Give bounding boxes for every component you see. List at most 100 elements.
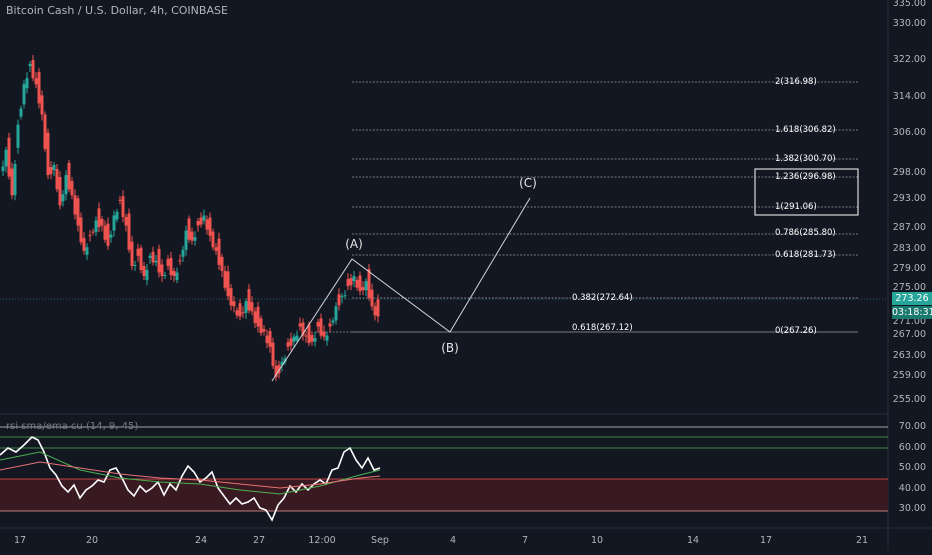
- candle-body: [256, 306, 260, 327]
- time-axis-label: Sep: [371, 535, 389, 546]
- candle-body: [124, 216, 128, 226]
- time-axis-label: 10: [590, 535, 604, 546]
- price-axis-label: 287.00: [892, 222, 926, 233]
- candle-body: [193, 237, 197, 241]
- candle-body: [187, 218, 191, 240]
- candle-body: [16, 124, 20, 148]
- candle-body: [34, 78, 38, 85]
- candle-body: [19, 108, 23, 117]
- candle-body: [70, 181, 74, 196]
- candle-body: [268, 331, 272, 347]
- candle-body: [166, 258, 170, 266]
- wave-c-label[interactable]: (C): [519, 176, 537, 190]
- price-axis-label: 255.00: [892, 394, 926, 405]
- fib-extension-label[interactable]: 1.618(306.82): [775, 125, 836, 135]
- candle-body: [85, 247, 89, 255]
- last-price-tag[interactable]: 273.26: [892, 292, 932, 305]
- candle-body: [139, 247, 143, 270]
- time-axis-label: 20: [85, 535, 99, 546]
- candle-body: [301, 322, 305, 336]
- time-axis-label: 17: [759, 535, 773, 546]
- price-axis-label: 293.00: [892, 193, 926, 204]
- wave-a-label[interactable]: (A): [345, 237, 363, 251]
- candle-body: [232, 301, 236, 307]
- candle-body: [361, 287, 365, 291]
- time-axis-label: 14: [686, 535, 700, 546]
- candle-body: [181, 249, 185, 257]
- candle-body: [313, 338, 317, 342]
- candle-body: [307, 324, 311, 344]
- candle-body: [289, 338, 293, 346]
- price-axis-label: 259.00: [892, 370, 926, 381]
- candle-body: [64, 175, 68, 195]
- fib-extension-label[interactable]: 2(316.98): [775, 77, 817, 87]
- candle-body: [97, 208, 101, 228]
- candle-body: [61, 194, 65, 202]
- candle-body: [13, 163, 17, 196]
- candle-body: [205, 219, 209, 230]
- candle-body: [247, 289, 251, 311]
- candle-body: [22, 84, 26, 105]
- candle-body: [160, 264, 164, 277]
- candle-body: [55, 169, 59, 190]
- wave-projection-line: [271, 197, 531, 382]
- candle-body: [295, 335, 299, 341]
- price-axis-label: 275.00: [892, 282, 926, 293]
- fib-extension-label[interactable]: 1.236(296.98): [775, 172, 836, 182]
- candle-body: [229, 288, 233, 306]
- candle-body: [52, 164, 56, 171]
- candle-body: [172, 270, 176, 277]
- candle-body: [316, 321, 320, 327]
- candle-body: [235, 310, 239, 316]
- candle-body: [49, 167, 53, 175]
- candle-body: [109, 234, 113, 238]
- candle-body: [196, 221, 200, 226]
- candle-body: [25, 78, 29, 89]
- candle-body: [367, 268, 371, 298]
- price-axis-label: 263.00: [892, 350, 926, 361]
- candle-body: [136, 248, 140, 256]
- fib-retracement-label[interactable]: 0.382(272.64): [572, 293, 633, 303]
- candle-body: [91, 231, 95, 233]
- candle-body: [262, 329, 266, 332]
- wave-b-label[interactable]: (B): [441, 341, 459, 355]
- candle-body: [274, 365, 278, 377]
- rsi-indicator-title[interactable]: rsi sma/ema cu (14, 9, 45): [6, 421, 139, 432]
- fib-extension-label[interactable]: 1(291.06): [775, 202, 817, 212]
- candle-body: [40, 95, 44, 115]
- candle-body: [118, 199, 122, 201]
- price-axis-label: 271.00: [892, 316, 926, 327]
- fib-retracement-label[interactable]: 0.618(267.12): [572, 323, 633, 333]
- rsi-axis-label: 30.00: [898, 503, 926, 514]
- candle-body: [271, 342, 275, 366]
- fib-extension-label[interactable]: 0.786(285.80): [775, 228, 836, 238]
- fib-extension-label[interactable]: 0.618(281.73): [775, 250, 836, 260]
- target-zone-box: [754, 168, 859, 216]
- candle-body: [280, 361, 284, 366]
- candle-body: [238, 303, 242, 317]
- candle-body: [286, 342, 290, 347]
- candle-body: [157, 248, 161, 273]
- candle-body: [154, 260, 158, 263]
- candle-body: [214, 247, 218, 251]
- candle-body: [211, 231, 215, 248]
- time-axis-label: 7: [521, 535, 529, 546]
- candle-body: [112, 215, 116, 231]
- time-axis-label: 24: [194, 535, 208, 546]
- candle-body: [1, 166, 5, 172]
- time-axis-label: 21: [855, 535, 869, 546]
- price-axis-label: 314.00: [892, 91, 926, 102]
- price-axis-label: 335.00: [892, 0, 926, 9]
- candle-body: [46, 132, 50, 176]
- candle-body: [310, 335, 314, 342]
- candle-body: [202, 215, 206, 221]
- fib-extension-label[interactable]: 1.382(300.70): [775, 154, 836, 164]
- candle-body: [28, 64, 32, 67]
- candle-body: [58, 177, 62, 206]
- symbol-title[interactable]: Bitcoin Cash / U.S. Dollar, 4h, COINBASE: [6, 4, 228, 17]
- candle-body: [217, 238, 221, 265]
- rsi-axis-label: 50.00: [898, 462, 926, 473]
- fib-extension-label[interactable]: 0(267.26): [775, 326, 817, 336]
